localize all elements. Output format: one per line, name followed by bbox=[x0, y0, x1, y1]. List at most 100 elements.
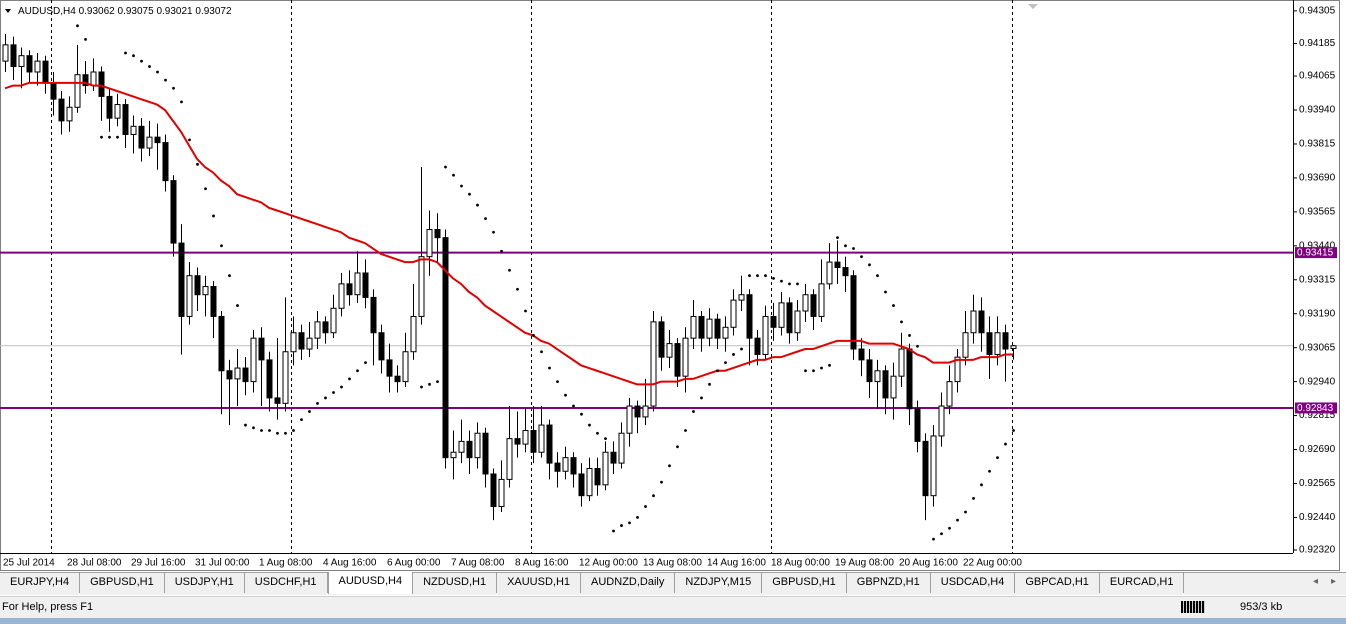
candle-body bbox=[506, 438, 513, 480]
candle-body bbox=[938, 405, 945, 437]
candle-body bbox=[58, 98, 65, 122]
candle-body bbox=[66, 106, 73, 122]
candle-body bbox=[218, 315, 225, 372]
candle-body bbox=[778, 302, 785, 328]
open-value: 0.93062 bbox=[79, 6, 116, 17]
chart-tab[interactable]: AUDUSD,H4 bbox=[327, 572, 414, 594]
candle-body bbox=[882, 370, 889, 399]
sar-dot bbox=[756, 274, 759, 278]
x-tick-label: 28 Jul 08:00 bbox=[67, 558, 122, 569]
moving-average bbox=[4, 81, 1013, 386]
sar-dot bbox=[436, 380, 439, 384]
sar-dot bbox=[884, 290, 887, 294]
sar-dot bbox=[428, 382, 431, 386]
chart-tab[interactable]: USDCHF,H1 bbox=[245, 573, 328, 593]
candle-body bbox=[130, 125, 137, 135]
sar-dot bbox=[100, 135, 103, 139]
sar-dot bbox=[660, 480, 663, 484]
y-tick-label: 0.92320 bbox=[1299, 545, 1336, 556]
candle-body bbox=[74, 74, 81, 108]
sar-dot bbox=[900, 320, 903, 324]
chart-tab[interactable]: GBPCAD,H1 bbox=[1015, 573, 1100, 593]
sar-dot bbox=[340, 385, 343, 389]
chart-tab[interactable]: NZDJPY,M15 bbox=[675, 573, 763, 593]
hline-label-box bbox=[1295, 247, 1337, 259]
sar-dot bbox=[796, 282, 799, 286]
y-tick-label: 0.94185 bbox=[1299, 38, 1336, 49]
candle-body bbox=[666, 343, 673, 358]
tab-scroll-left[interactable]: ◂ bbox=[1312, 576, 1318, 587]
sar-dot bbox=[988, 469, 991, 473]
sar-dot bbox=[1004, 442, 1007, 446]
chart-tab[interactable]: AUDNZD,Daily bbox=[581, 573, 676, 593]
candle-body bbox=[450, 451, 457, 459]
chart-tab[interactable]: EURJPY,H4 bbox=[0, 573, 81, 593]
candle-body bbox=[434, 229, 441, 239]
candle-body bbox=[1010, 345, 1017, 349]
candle-body bbox=[146, 136, 153, 149]
sar-dot bbox=[276, 431, 279, 435]
chart-tab[interactable]: USDCAD,H4 bbox=[931, 573, 1016, 593]
candle-body bbox=[634, 405, 641, 418]
y-tick-label: 0.93190 bbox=[1299, 308, 1336, 319]
candle-body bbox=[386, 359, 393, 377]
candle-body bbox=[2, 44, 9, 62]
sar-dot bbox=[996, 456, 999, 460]
y-tick-label: 0.92440 bbox=[1299, 512, 1336, 523]
hline-label: 0.93415 bbox=[1297, 248, 1334, 259]
candle-body bbox=[994, 332, 1001, 355]
candle-body bbox=[42, 60, 49, 84]
high-value: 0.93075 bbox=[118, 6, 155, 17]
sar-dot bbox=[260, 429, 263, 432]
shift-marker[interactable] bbox=[1028, 4, 1038, 9]
sar-dot bbox=[916, 344, 919, 348]
candle-body bbox=[306, 337, 313, 350]
hline-label: 0.92843 bbox=[1297, 403, 1334, 414]
tab-scroll-right[interactable]: ▸ bbox=[1330, 576, 1336, 587]
close-value: 0.93072 bbox=[195, 6, 232, 17]
candle-body bbox=[818, 283, 825, 317]
y-tick-label: 0.93690 bbox=[1299, 173, 1336, 184]
sar-dot bbox=[540, 350, 543, 354]
sar-dot bbox=[772, 277, 775, 280]
candle-body bbox=[362, 272, 369, 298]
sar-dot bbox=[252, 426, 255, 430]
candle-body bbox=[498, 478, 505, 508]
sar-dot bbox=[932, 537, 935, 541]
y-tick-label: 0.93440 bbox=[1299, 240, 1336, 251]
chart-tab[interactable]: XAUUSD,H1 bbox=[497, 573, 582, 593]
chart-tab[interactable]: USDJPY,H1 bbox=[165, 573, 245, 593]
traffic-bars bbox=[1181, 601, 1205, 613]
candle-body bbox=[154, 136, 161, 144]
sar-dot bbox=[820, 366, 823, 370]
menu-triangle[interactable] bbox=[5, 9, 11, 13]
x-tick-label: 1 Aug 08:00 bbox=[259, 558, 313, 569]
chart-tab[interactable]: GBPUSD,H1 bbox=[80, 573, 165, 593]
sar-dot bbox=[204, 187, 207, 191]
candle-body bbox=[570, 457, 577, 475]
candle-body bbox=[426, 229, 433, 258]
sar-dot bbox=[524, 309, 527, 313]
candle-body bbox=[34, 60, 41, 73]
low-value: 0.93021 bbox=[156, 6, 193, 17]
sar-dot bbox=[364, 361, 367, 365]
sar-dot bbox=[764, 274, 767, 278]
candle-body bbox=[986, 332, 993, 355]
chart-tab[interactable]: NZDUSD,H1 bbox=[413, 573, 498, 593]
candle-body bbox=[370, 296, 377, 334]
candle-body bbox=[194, 275, 201, 296]
candle-body bbox=[826, 261, 833, 285]
chart-tab[interactable]: GBPNZD,H1 bbox=[847, 573, 931, 593]
sar-dot bbox=[700, 396, 703, 400]
chart-tab[interactable]: EURCAD,H1 bbox=[1100, 573, 1185, 593]
sar-dot bbox=[460, 184, 463, 188]
candle-body bbox=[610, 451, 617, 464]
chart-tab[interactable]: GBPUSD,H1 bbox=[762, 573, 847, 593]
candle-body bbox=[954, 356, 961, 383]
y-tick-label: 0.93315 bbox=[1299, 274, 1336, 285]
sar-dot bbox=[940, 532, 943, 536]
candle-body bbox=[106, 95, 113, 119]
candle-body bbox=[170, 180, 177, 244]
candle-body bbox=[850, 275, 857, 350]
sar-dot bbox=[316, 401, 319, 405]
